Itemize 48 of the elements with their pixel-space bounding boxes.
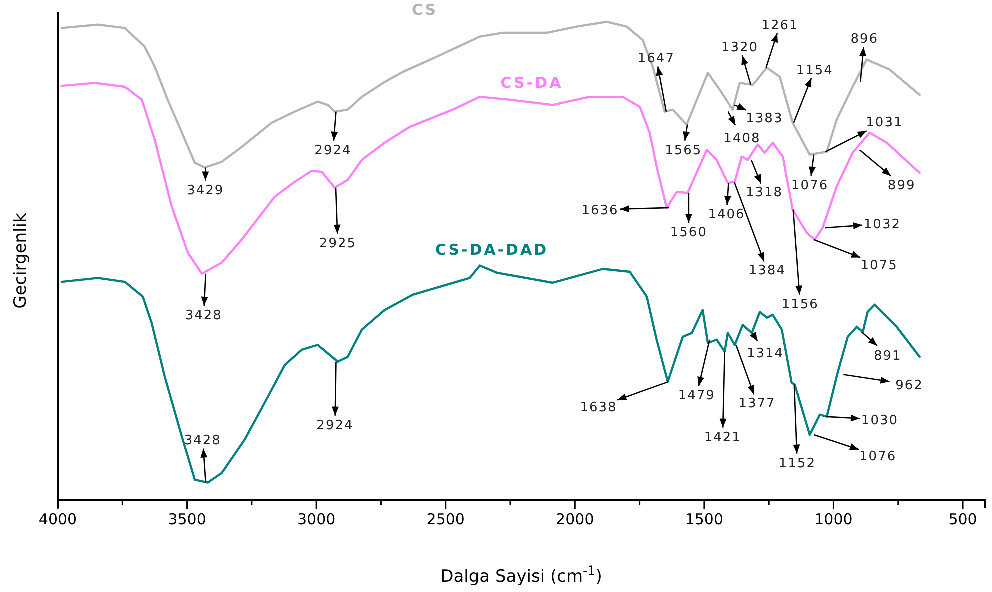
annotation: 1647	[638, 51, 675, 66]
x-axis-title: Dalga Sayisi (cm$^{-1}$)	[440, 564, 602, 587]
annotation: 1638	[580, 400, 618, 416]
annotation: 3429	[187, 183, 224, 198]
annotation: 1421	[704, 430, 742, 446]
series-label: CS-DA	[500, 74, 564, 92]
annotation: 2924	[314, 143, 352, 158]
annotation: 1031	[866, 116, 904, 131]
annotation: 1076	[792, 178, 829, 194]
annotation: 1636	[582, 203, 619, 218]
annotation: 1075	[860, 258, 898, 274]
annotation: 1384	[748, 264, 786, 279]
x-tick-label: 3000	[297, 510, 336, 529]
x-tick-label: 500	[948, 510, 978, 529]
annotation: 3428	[184, 433, 222, 448]
x-tick-label: 2000	[556, 510, 594, 529]
annotation: 1383	[746, 112, 784, 127]
annotation: 1154	[796, 63, 834, 78]
annotation: 1156	[782, 297, 819, 312]
annotation: 3428	[185, 308, 222, 324]
x-tick-label: 1000	[814, 510, 853, 529]
annotation: 1560	[670, 226, 708, 241]
annotation: 899	[888, 178, 916, 194]
annotation: 1320	[721, 40, 759, 56]
annotation: 896	[850, 32, 879, 47]
annotation: 1406	[708, 208, 746, 223]
text: CS	[412, 1, 438, 19]
annotation: 1408	[724, 131, 761, 146]
annotation: 1318	[746, 186, 784, 201]
annotation: 1152	[778, 456, 816, 472]
annotation: 2924	[316, 418, 354, 434]
x-tick-label: 1500	[685, 510, 724, 529]
annotation: 1030	[861, 413, 899, 428]
series-label: CS-DA-DAD	[435, 241, 549, 259]
x-tick-label: 2500	[426, 510, 465, 529]
annotation: 1314	[746, 346, 784, 362]
x-tick-label: 3500	[168, 510, 206, 529]
annotation: 1032	[864, 218, 902, 233]
annotation: 1479	[678, 388, 716, 404]
x-tick-label: 4000	[38, 510, 78, 529]
annotation: 1565	[665, 143, 702, 158]
annotation: 891	[874, 348, 902, 364]
annotation: 2925	[319, 236, 357, 252]
annotation: 1076	[860, 450, 897, 465]
annotation: 1261	[762, 18, 799, 34]
y-axis-title: Gecirgenlik	[11, 212, 31, 309]
annotation: 1377	[738, 396, 776, 412]
annotation: 962	[896, 378, 924, 394]
